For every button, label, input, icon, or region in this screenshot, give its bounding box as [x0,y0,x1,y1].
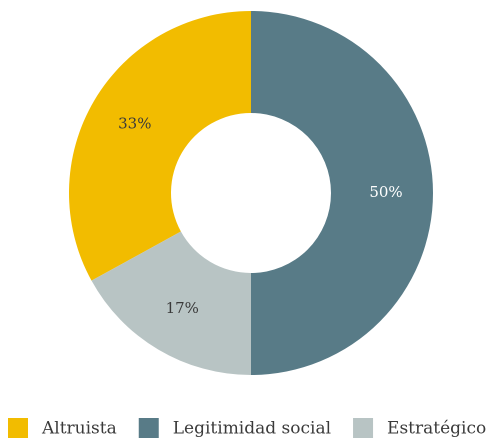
legend-swatch [353,418,374,438]
data-label: 17% [166,299,199,317]
legend-swatch [8,418,28,438]
donut-slice [251,11,433,375]
donut-slice [68,11,252,281]
data-label: 50% [369,183,402,201]
donut-slice [91,231,252,375]
legend-label: Altruista [41,419,117,438]
data-label: 33% [118,114,151,132]
legend-swatch [138,418,159,438]
legend-label: Estratégico [387,419,486,438]
legend-label: Legitimidad social [173,419,331,438]
